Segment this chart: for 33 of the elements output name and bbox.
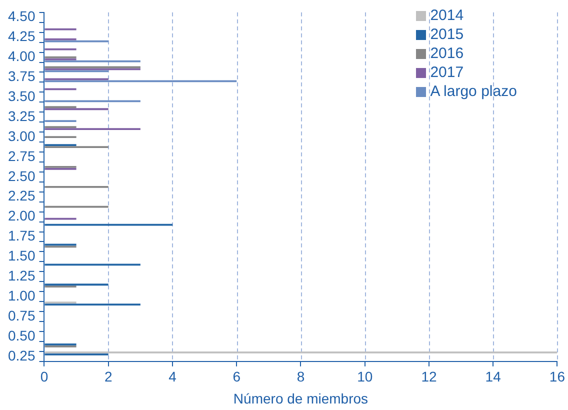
- y-tick-label: 3.25: [8, 108, 36, 124]
- y-tick-label: 4.25: [8, 28, 36, 44]
- y-tick-label: 1.00: [8, 287, 36, 304]
- y-tick-label: 3.00: [8, 128, 36, 144]
- x-tick-label: 0: [40, 368, 48, 385]
- legend-label: 2017: [430, 63, 464, 82]
- y-tick-label: 1.50: [8, 248, 36, 264]
- y-tick-label: 2.75: [8, 148, 36, 164]
- y-tick-label: 2.50: [8, 168, 36, 184]
- x-tick-label: 10: [357, 368, 373, 385]
- y-tick-label: 3.75: [8, 68, 36, 84]
- x-tick-label: 12: [421, 368, 437, 385]
- x-tick-label: 6: [232, 368, 241, 385]
- x-tick-label: 14: [485, 368, 502, 385]
- y-tick-label: 4.00: [8, 48, 36, 64]
- y-tick-label: 2.00: [8, 208, 36, 224]
- x-axis-title: Número de miembros: [233, 390, 368, 406]
- legend-label: 2015: [430, 25, 464, 44]
- x-tick-label: 8: [296, 368, 305, 385]
- legend-label: A largo plazo: [430, 82, 517, 102]
- legend-label: 2016: [430, 44, 464, 64]
- y-tick-label: 1.25: [8, 268, 36, 284]
- y-tick-label: 0.25: [8, 347, 36, 364]
- y-tick-label: 0.75: [8, 307, 36, 324]
- y-tick-label: 3.50: [8, 88, 36, 104]
- x-tick-label: 4: [168, 368, 177, 385]
- x-tick-label: 16: [549, 368, 566, 385]
- y-tick-label: 1.75: [8, 228, 36, 244]
- y-tick-label: 0.50: [8, 327, 36, 344]
- y-tick-label: 4.50: [8, 8, 36, 24]
- legend-label: 2014: [430, 6, 464, 26]
- y-tick-label: 2.25: [8, 188, 36, 204]
- x-tick-label: 2: [104, 368, 112, 385]
